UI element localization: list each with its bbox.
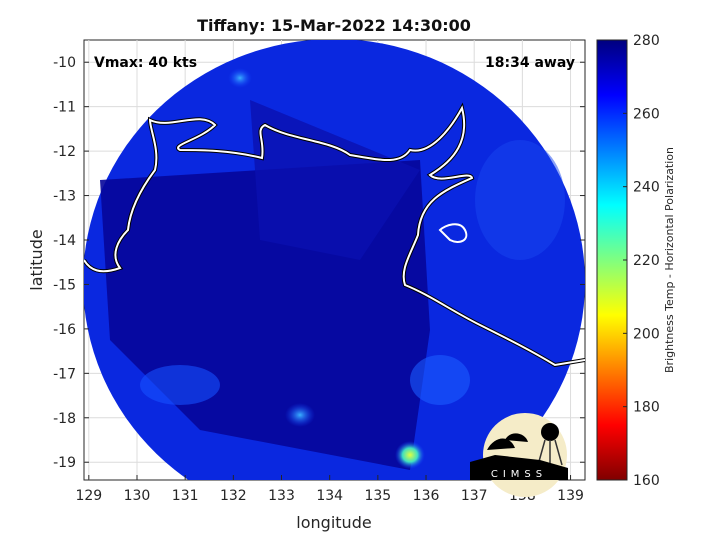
logo-text: CIMSS	[491, 469, 547, 480]
y-tick-label: -13	[53, 189, 76, 205]
swath-image	[84, 40, 585, 480]
x-tick-label: 134	[316, 488, 343, 504]
colorbar-tick-label: 200	[633, 326, 660, 342]
y-tick-label: -18	[53, 411, 76, 427]
y-tick-label: -12	[53, 144, 76, 160]
chart-title: Tiffany: 15-Mar-2022 14:30:00	[197, 16, 471, 35]
y-tick-label: -10	[53, 55, 76, 71]
y-tick-label: -19	[53, 455, 76, 471]
island-coastline	[438, 223, 468, 243]
x-tick-label: 137	[461, 488, 488, 504]
y-axis: -10 -11 -12 -13 -14 -15 -16 -17 -18 -19	[53, 55, 585, 471]
cimss-logo: CIMSS	[470, 413, 568, 497]
x-tick-label: 135	[364, 488, 391, 504]
x-tick-label: 132	[220, 488, 247, 504]
x-tick-label: 136	[413, 488, 440, 504]
vmax-label: Vmax: 40 kts	[94, 55, 197, 71]
colorbar-ticks: 280 260 240 220 200 180 160	[623, 33, 660, 489]
colorbar-tick-label: 220	[633, 253, 660, 269]
x-tick-label: 129	[75, 488, 102, 504]
x-tick-label: 130	[124, 488, 151, 504]
x-axis-label: longitude	[296, 513, 371, 532]
colorbar-tick-label: 240	[633, 180, 660, 196]
colorbar-label: Brightness Temp - Horizontal Polarizatio…	[663, 147, 676, 373]
x-tick-label: 131	[172, 488, 199, 504]
y-tick-label: -11	[53, 100, 76, 116]
colorbar-tick-label: 260	[633, 106, 660, 122]
y-tick-label: -16	[53, 322, 76, 338]
x-tick-label: 133	[268, 488, 295, 504]
y-tick-label: -15	[53, 277, 76, 293]
colorbar-tick-label: 280	[633, 33, 660, 49]
colorbar-tick-label: 160	[633, 473, 660, 489]
time-away-label: 18:34 away	[485, 55, 575, 71]
y-tick-label: -17	[53, 366, 76, 382]
x-tick-label: 139	[557, 488, 584, 504]
coastline	[84, 105, 585, 367]
y-tick-label: -14	[53, 233, 76, 249]
colorbar	[596, 39, 628, 481]
colorbar-tick-label: 180	[633, 400, 660, 416]
y-axis-label: latitude	[27, 229, 46, 290]
